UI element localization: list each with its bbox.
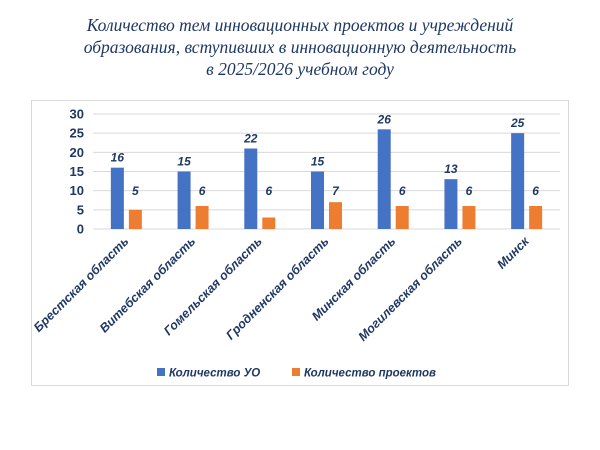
data-label: 16 — [111, 151, 125, 165]
y-tick-label: 30 — [70, 107, 84, 122]
data-label: 26 — [377, 112, 392, 126]
y-tick-label: 0 — [77, 222, 84, 237]
legend-swatch — [292, 368, 300, 376]
bar-count-projects — [195, 206, 209, 229]
bar-count-uo — [511, 133, 525, 229]
chart-title: Количество тем инновационных проектов и … — [0, 14, 600, 80]
bar-count-projects — [128, 209, 142, 229]
bar-count-projects — [462, 206, 476, 229]
bar-count-projects — [395, 206, 409, 229]
y-tick-label: 10 — [70, 183, 84, 198]
x-tick-label: Минск — [494, 234, 532, 272]
data-label: 6 — [199, 184, 206, 198]
bar-count-uo — [377, 129, 391, 229]
bar-count-projects — [262, 217, 276, 229]
bar-count-uo — [244, 148, 258, 229]
bar-count-uo — [311, 171, 324, 229]
chart-title-line-2: образования, вступивших в инновационную … — [83, 37, 517, 57]
legend-label: Количество проектов — [304, 368, 436, 380]
data-label: 15 — [177, 155, 191, 169]
y-tick-label: 25 — [70, 126, 84, 141]
data-label: 13 — [444, 162, 458, 176]
data-label: 22 — [243, 132, 258, 146]
bar-count-uo — [177, 171, 191, 229]
legend-label: Количество УО — [169, 368, 260, 380]
y-tick-label: 15 — [70, 164, 84, 179]
data-label: 6 — [399, 184, 406, 198]
data-label: 5 — [132, 184, 139, 198]
data-label: 6 — [466, 184, 473, 198]
bar-count-projects — [329, 202, 342, 229]
data-label: 25 — [510, 116, 525, 130]
chart-title-line-1: Количество тем инновационных проектов и … — [86, 15, 514, 35]
data-label: 6 — [532, 184, 539, 198]
bar-count-projects — [529, 206, 543, 229]
chart-frame — [31, 100, 569, 386]
data-label: 6 — [265, 184, 272, 198]
data-label: 15 — [311, 155, 325, 169]
y-tick-label: 5 — [77, 202, 84, 217]
y-tick-label: 20 — [70, 145, 84, 160]
legend-swatch — [157, 368, 165, 376]
data-label: 7 — [332, 184, 340, 198]
chart-title-line-3: в 2025/2026 учебном году — [206, 59, 394, 79]
bar-count-uo — [444, 179, 458, 229]
bar-count-uo — [110, 167, 124, 229]
